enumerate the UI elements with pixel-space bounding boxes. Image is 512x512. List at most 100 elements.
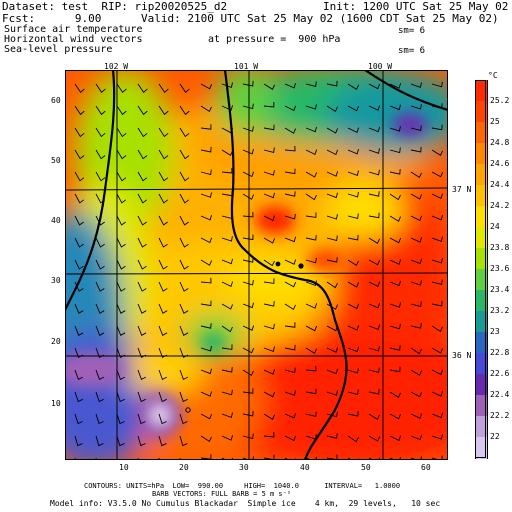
wind-barb — [410, 237, 423, 243]
wind-barb — [326, 390, 338, 396]
wind-barb — [263, 301, 275, 307]
wind-barb — [347, 148, 359, 155]
wind-barb — [284, 191, 296, 197]
wind-barb — [74, 171, 85, 182]
wind-barb — [242, 347, 255, 354]
wind-barb — [347, 368, 359, 374]
wind-barb — [221, 389, 233, 396]
wind-barb — [221, 258, 233, 265]
wind-barb — [410, 323, 422, 329]
wind-barb — [95, 83, 106, 93]
pressure-contours — [65, 70, 448, 460]
wind-barb — [326, 325, 339, 332]
wind-barb — [368, 324, 380, 330]
wind-barb — [305, 434, 317, 440]
x-tick-label: 60 — [421, 463, 431, 472]
wind-barb — [263, 237, 276, 244]
wind-barb — [305, 303, 318, 309]
wind-barb — [158, 83, 169, 93]
wind-barb — [95, 391, 104, 403]
wind-barb — [410, 413, 423, 419]
wind-barb — [326, 347, 339, 353]
valid-time-label: Valid: 2100 UTC Sat 25 May 02 (1600 CDT … — [141, 12, 499, 25]
wind-barb — [326, 281, 338, 289]
colorbar-label: 23.4 — [490, 285, 510, 294]
wind-barb — [431, 300, 443, 307]
y-tick-label: 40 — [51, 216, 61, 225]
wind-barb — [116, 281, 126, 292]
wind-barb — [158, 435, 167, 447]
wind-barb — [284, 390, 296, 396]
wind-barb — [305, 365, 317, 372]
wind-barb — [137, 369, 147, 381]
wind-barb — [242, 369, 254, 377]
wind-barb — [137, 259, 147, 270]
wind-barb — [95, 347, 105, 359]
wind-barb — [158, 259, 168, 270]
wind-barb — [179, 325, 189, 336]
wind-barb — [95, 325, 105, 336]
temperature-field-blobs — [65, 70, 448, 460]
wind-barb — [116, 149, 127, 160]
wind-barb — [305, 104, 317, 110]
wind-barb — [263, 215, 276, 222]
wind-barb — [347, 234, 359, 241]
wind-barb — [221, 149, 234, 156]
colorbar-label: 24.8 — [490, 138, 510, 147]
wind-barb — [95, 149, 106, 160]
wind-barb — [137, 83, 148, 93]
wind-barb — [284, 236, 296, 243]
wind-barb — [284, 322, 296, 328]
colorbar-label: 22.4 — [490, 390, 510, 399]
wind-barb — [263, 278, 275, 284]
wind-barb — [200, 368, 212, 375]
wind-barb — [74, 325, 84, 336]
wind-barb — [116, 347, 126, 359]
wind-barb — [95, 171, 106, 182]
wind-barb — [284, 412, 296, 419]
colorbar-label: 24 — [490, 222, 500, 231]
wind-barb — [326, 149, 339, 156]
wind-barb — [389, 302, 401, 308]
wind-barb — [74, 391, 83, 403]
wind-barb — [200, 124, 212, 130]
y-tick-label: 60 — [51, 96, 61, 105]
wind-barb — [221, 236, 233, 242]
wind-barb — [263, 413, 276, 420]
wind-barb — [431, 347, 444, 354]
wind-barb — [179, 369, 189, 381]
latitude-label: 37 N — [452, 185, 472, 194]
wind-barb — [74, 149, 85, 160]
pressure-level-label: at pressure = 900 hPa — [208, 34, 341, 45]
wind-barb — [179, 105, 190, 116]
wind-barb — [347, 127, 360, 134]
wind-barb — [95, 105, 106, 116]
wind-barb — [410, 391, 423, 398]
wind-barb — [200, 169, 212, 176]
wind-barb — [305, 280, 317, 286]
wind-barb — [179, 193, 190, 204]
wind-barb — [431, 369, 444, 376]
colorbar-label: 24.6 — [490, 159, 510, 168]
wind-barb — [200, 323, 212, 329]
model-info-label: Model info: V3.5.0 No Cumulus Blackadar … — [50, 499, 441, 508]
wind-barb — [95, 193, 106, 204]
wind-barb — [326, 368, 338, 375]
barb-info-label: BARB VECTORS: FULL BARB = 5 m s⁻¹ — [152, 490, 292, 498]
colorbar-label: 22.2 — [490, 411, 510, 420]
x-tick-label: 40 — [300, 463, 310, 472]
wind-barb — [368, 345, 380, 352]
wind-barb — [116, 303, 126, 314]
wind-barb — [326, 80, 338, 87]
wind-barb — [389, 391, 402, 398]
wind-barb — [347, 411, 359, 417]
field-slp-label: Sea-level pressure — [4, 44, 113, 55]
wind-barb — [116, 259, 126, 270]
wind-barb — [158, 105, 169, 116]
wind-barb — [242, 126, 254, 132]
wind-barb — [242, 234, 254, 241]
wind-barb — [368, 435, 381, 442]
wind-barb — [368, 367, 380, 373]
wind-barb — [284, 127, 297, 134]
